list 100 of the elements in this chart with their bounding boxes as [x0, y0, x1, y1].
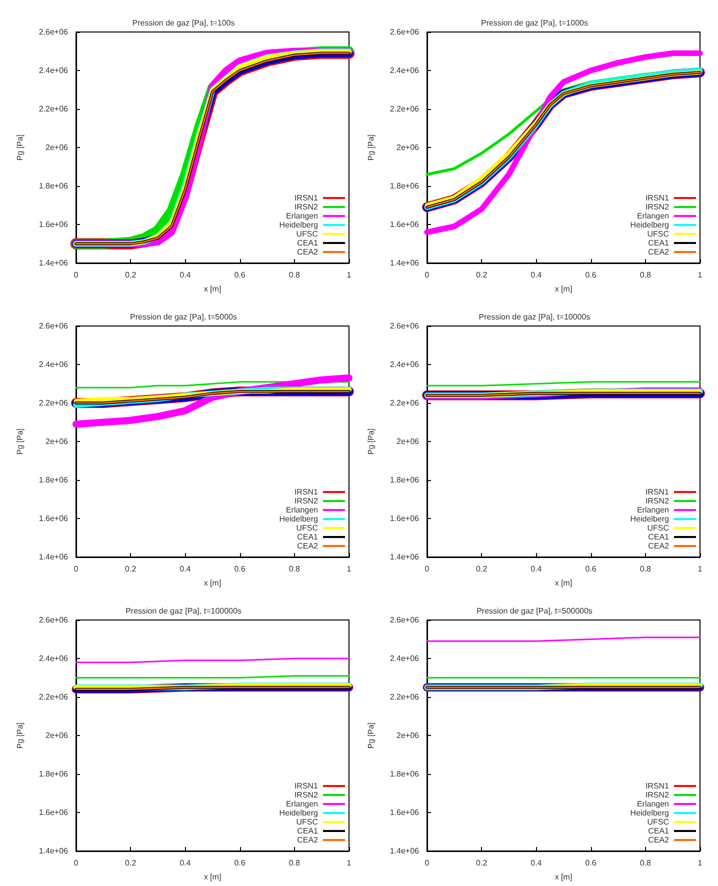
x-tick-label: 0.2 — [125, 858, 137, 868]
y-tick-label: 2e+06 — [396, 143, 420, 152]
legend-label: IRSN1 — [294, 782, 319, 790]
legend-label: Heidelberg — [630, 514, 669, 524]
y-tick-label: 1.6e+06 — [390, 220, 420, 229]
y-tick-label: 2e+06 — [46, 143, 69, 152]
legend-label: CEA1 — [648, 238, 670, 248]
legend-label: Erlangen — [636, 800, 669, 808]
x-tick-label: 0.4 — [180, 564, 192, 574]
x-tick-label: 0.8 — [640, 564, 652, 574]
y-tick-label: 2e+06 — [46, 437, 69, 446]
y-tick-label: 2.6e+06 — [390, 28, 420, 36]
legend-label: CEA1 — [297, 238, 319, 248]
x-tick-label: 1 — [698, 270, 703, 280]
y-tick-label: 2.4e+06 — [38, 360, 69, 369]
y-axis-title: Pg [Pa] — [16, 428, 24, 455]
legend-label: Heidelberg — [630, 808, 669, 818]
legend-label: CEA2 — [648, 542, 670, 550]
legend-label: Erlangen — [636, 506, 669, 514]
y-tick-label: 1.6e+06 — [390, 514, 420, 523]
x-tick-label: 0.8 — [640, 858, 652, 868]
legend-label: IRSN1 — [645, 194, 670, 202]
legend-label: IRSN1 — [294, 194, 319, 202]
y-axis-title: Pg [Pa] — [366, 428, 376, 455]
x-tick-label: 0.8 — [288, 270, 301, 280]
y-tick-label: 1.6e+06 — [38, 808, 69, 817]
legend-label: Erlangen — [636, 212, 669, 220]
legend-label: UFSC — [296, 524, 318, 532]
y-tick-label: 2.4e+06 — [390, 66, 420, 75]
x-tick-label: 0.6 — [585, 858, 597, 868]
chart-title: Pression de gaz [Pa], t=5000s — [130, 312, 237, 322]
x-tick-label: 0.2 — [476, 858, 488, 868]
legend-label: Heidelberg — [279, 808, 318, 818]
y-axis-title: Pg [Pa] — [16, 134, 24, 161]
x-tick-label: 0.2 — [125, 270, 137, 280]
legend-label: CEA2 — [297, 542, 319, 550]
legend-label: CEA2 — [297, 836, 319, 844]
x-tick-label: 0.8 — [288, 858, 301, 868]
y-tick-label: 1.8e+06 — [390, 476, 420, 484]
legend-label: Erlangen — [286, 212, 318, 220]
y-tick-label: 1.4e+06 — [390, 258, 420, 268]
x-axis-title: x [m] — [554, 284, 572, 294]
y-tick-label: 1.8e+06 — [38, 770, 69, 778]
y-tick-label: 1.8e+06 — [38, 476, 69, 484]
legend-label: UFSC — [296, 818, 318, 826]
x-tick-label: 0 — [424, 858, 430, 868]
legend-label: UFSC — [647, 818, 670, 826]
x-tick-label: 0 — [74, 270, 79, 280]
x-tick-label: 0 — [424, 564, 430, 574]
legend-label: UFSC — [296, 230, 318, 238]
y-tick-label: 2e+06 — [46, 731, 69, 740]
y-tick-label: 1.4e+06 — [390, 846, 420, 856]
x-axis-title: x [m] — [554, 872, 572, 882]
y-tick-label: 1.6e+06 — [38, 514, 69, 523]
legend-label: UFSC — [647, 230, 670, 238]
y-tick-label: 1.4e+06 — [390, 552, 420, 562]
y-tick-label: 2.4e+06 — [38, 654, 69, 663]
x-tick-label: 0.4 — [530, 270, 542, 280]
legend-label: IRSN1 — [645, 782, 670, 790]
y-tick-label: 2.4e+06 — [390, 360, 420, 369]
y-tick-label: 2.2e+06 — [390, 398, 420, 408]
legend-label: CEA2 — [297, 248, 319, 256]
y-tick-label: 1.8e+06 — [390, 182, 420, 190]
x-tick-label: 0.4 — [530, 564, 542, 574]
x-tick-label: 0.8 — [640, 270, 652, 280]
legend-label: Erlangen — [286, 800, 318, 808]
x-tick-label: 0.4 — [530, 858, 542, 868]
legend-label: IRSN1 — [645, 488, 670, 496]
y-tick-label: 1.6e+06 — [38, 220, 69, 229]
x-tick-label: 0.8 — [288, 564, 301, 574]
legend-label: UFSC — [647, 524, 670, 532]
y-tick-label: 2.2e+06 — [38, 692, 69, 702]
legend-label: IRSN1 — [294, 488, 319, 496]
chart-title: Pression de gaz [Pa], t=500000s — [476, 606, 592, 616]
legend-label: IRSN2 — [645, 790, 670, 800]
y-tick-label: 1.8e+06 — [390, 770, 420, 778]
x-axis-title: x [m] — [204, 872, 222, 882]
y-tick-label: 2.6e+06 — [38, 616, 69, 624]
legend-label: Heidelberg — [279, 514, 318, 524]
y-tick-label: 1.6e+06 — [390, 808, 420, 817]
x-tick-label: 1 — [698, 564, 703, 574]
y-tick-label: 2.4e+06 — [390, 654, 420, 663]
legend-label: CEA1 — [648, 826, 670, 836]
y-tick-label: 2.4e+06 — [38, 66, 69, 75]
legend-label: CEA2 — [648, 248, 670, 256]
x-tick-label: 0.6 — [234, 270, 246, 280]
y-tick-label: 2.6e+06 — [390, 616, 420, 624]
legend-label: CEA1 — [297, 826, 319, 836]
y-tick-label: 1.4e+06 — [38, 552, 69, 562]
legend-label: IRSN2 — [645, 202, 670, 212]
x-tick-label: 0 — [424, 270, 430, 280]
legend-label: CEA2 — [648, 836, 670, 844]
x-tick-label: 1 — [346, 564, 352, 574]
y-tick-label: 1.4e+06 — [38, 846, 69, 856]
x-tick-label: 0.6 — [585, 270, 597, 280]
x-tick-label: 0.4 — [180, 270, 192, 280]
chart-title: Pression de gaz [Pa], t=100s — [132, 18, 235, 28]
x-tick-label: 1 — [346, 270, 352, 280]
x-tick-label: 0.4 — [180, 858, 192, 868]
legend-label: Heidelberg — [630, 220, 669, 230]
